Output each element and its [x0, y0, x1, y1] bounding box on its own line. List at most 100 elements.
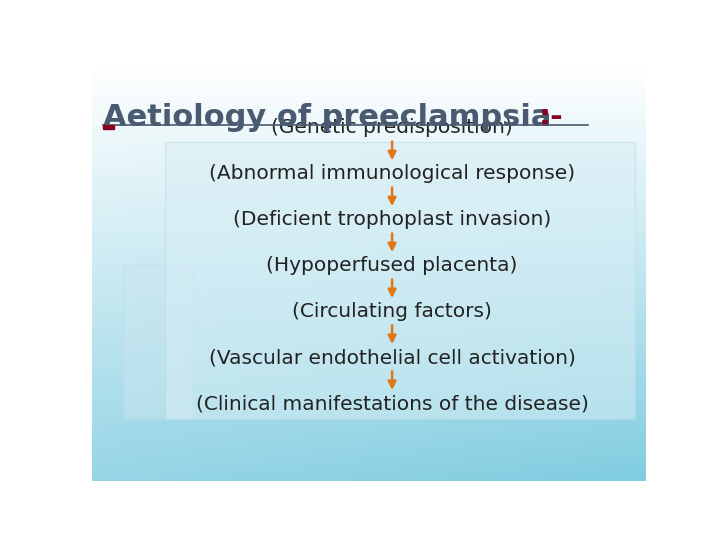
Bar	[92, 292, 647, 294]
Bar	[103, 65, 106, 481]
Bar	[92, 140, 647, 141]
Bar	[92, 206, 647, 208]
Bar	[92, 266, 647, 268]
Bar	[377, 65, 380, 481]
Bar	[92, 424, 647, 427]
Bar	[111, 65, 114, 481]
Bar	[92, 119, 647, 121]
Bar	[92, 154, 647, 156]
Bar	[92, 285, 647, 287]
Bar	[92, 354, 647, 356]
Bar	[261, 65, 264, 481]
Bar	[311, 65, 314, 481]
Bar	[233, 65, 236, 481]
Bar	[92, 244, 647, 246]
Bar	[153, 65, 156, 481]
Bar	[394, 65, 397, 481]
Bar	[485, 65, 488, 481]
Bar	[480, 65, 482, 481]
Bar	[92, 69, 647, 71]
Bar	[275, 65, 277, 481]
Bar	[369, 65, 372, 481]
Bar	[92, 310, 647, 312]
Bar	[92, 252, 647, 254]
Bar	[92, 474, 647, 476]
Bar	[92, 246, 647, 248]
Bar	[497, 65, 499, 481]
Bar	[189, 65, 192, 481]
Bar	[92, 260, 647, 262]
Text: :-: :-	[539, 103, 563, 132]
Bar	[92, 192, 647, 194]
Bar	[92, 163, 647, 165]
Bar	[148, 65, 150, 481]
Bar	[602, 65, 605, 481]
Bar	[92, 212, 647, 214]
Bar	[92, 416, 647, 418]
Bar	[92, 360, 647, 362]
Bar	[92, 429, 647, 431]
Bar	[92, 321, 647, 322]
Bar	[92, 422, 647, 424]
Bar	[92, 412, 647, 414]
Bar	[92, 437, 647, 439]
Bar	[92, 160, 647, 163]
Bar	[566, 65, 569, 481]
Bar	[164, 65, 166, 481]
Bar	[125, 65, 128, 481]
Bar	[92, 373, 647, 375]
Bar	[92, 65, 94, 481]
Bar	[289, 65, 292, 481]
Bar	[92, 395, 647, 397]
Bar	[92, 435, 647, 437]
Bar	[92, 468, 647, 470]
Bar	[92, 339, 647, 341]
Bar	[269, 65, 272, 481]
Bar	[92, 219, 647, 221]
Bar	[277, 65, 280, 481]
Bar	[266, 65, 269, 481]
Bar	[181, 65, 184, 481]
Bar	[92, 127, 647, 129]
Bar	[613, 65, 616, 481]
Bar	[156, 65, 158, 481]
Bar	[472, 65, 474, 481]
Bar	[92, 393, 647, 395]
Bar	[92, 377, 647, 379]
Bar	[128, 65, 130, 481]
Bar	[92, 79, 647, 82]
Bar	[172, 65, 175, 481]
Bar	[145, 65, 148, 481]
Bar	[635, 65, 638, 481]
Text: (Hypoperfused placenta): (Hypoperfused placenta)	[266, 256, 518, 275]
Bar	[624, 65, 627, 481]
Bar	[139, 65, 142, 481]
Bar	[92, 73, 647, 75]
Bar	[557, 65, 560, 481]
Bar	[211, 65, 214, 481]
Bar	[92, 470, 647, 472]
Bar	[192, 65, 194, 481]
Bar	[92, 109, 647, 111]
Text: (Vascular endothelial cell activation): (Vascular endothelial cell activation)	[209, 348, 575, 367]
Bar	[425, 65, 427, 481]
Bar	[92, 462, 647, 464]
Bar	[92, 223, 647, 225]
Bar	[92, 146, 647, 148]
Bar	[482, 65, 485, 481]
Bar	[560, 65, 563, 481]
Bar	[505, 65, 508, 481]
Bar	[178, 65, 181, 481]
Bar	[92, 287, 647, 289]
Bar	[446, 65, 449, 481]
Bar	[92, 239, 647, 241]
Bar	[92, 181, 647, 183]
Bar	[92, 194, 647, 196]
Text: (Abnormal immunological response): (Abnormal immunological response)	[209, 164, 575, 184]
Bar	[305, 65, 308, 481]
Bar	[92, 208, 647, 211]
Bar	[109, 65, 111, 481]
Bar	[283, 65, 286, 481]
Bar	[580, 65, 582, 481]
Bar	[92, 65, 647, 67]
